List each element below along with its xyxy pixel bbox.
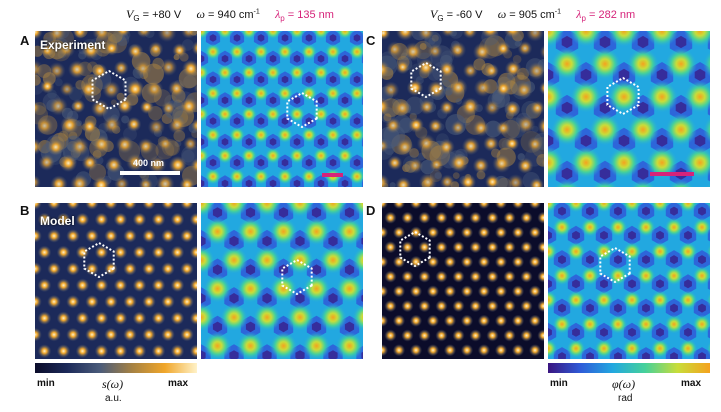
amplitude-colorbar xyxy=(35,363,197,373)
wavelength-bar-c xyxy=(650,172,694,176)
hexagon-marker xyxy=(91,69,127,111)
vg-symbol: V xyxy=(126,7,134,21)
omega-value: = 905 cm xyxy=(506,9,555,21)
lambda-value: = 282 nm xyxy=(585,9,636,21)
omega-exponent: -1 xyxy=(554,8,562,16)
header-left: VG = +80 V ω = 940 cm-1 λp = 135 nm xyxy=(126,7,334,23)
hexagon-marker xyxy=(83,241,115,279)
experiment-label: Experiment xyxy=(40,38,106,52)
omega-value: = 940 cm xyxy=(204,9,254,21)
panel-c-amplitude-map xyxy=(382,31,544,187)
model-label: Model xyxy=(40,214,75,228)
hexagon-marker xyxy=(599,246,631,284)
vg-symbol: V xyxy=(430,7,438,21)
lambda-subscript: p xyxy=(581,14,586,24)
amplitude-colorbar-max: max xyxy=(168,378,189,389)
phase-unit: rad xyxy=(618,393,633,404)
wavelength-bar-a xyxy=(322,173,343,177)
omega-exponent: -1 xyxy=(253,8,260,16)
lambda-subscript: p xyxy=(280,14,285,24)
vg-subscript: G xyxy=(133,14,140,24)
panel-d-phase-map xyxy=(548,203,710,359)
header-right: VG = -60 V ω = 905 cm-1 λp = 282 nm xyxy=(430,7,635,23)
amplitude-colorbar-min: min xyxy=(37,378,55,389)
amplitude-quantity: s(ω) xyxy=(102,377,124,391)
panel-d-amplitude-map xyxy=(382,203,544,359)
panel-label-d: D xyxy=(366,203,376,218)
scale-bar xyxy=(120,171,180,175)
hexagon-marker xyxy=(281,258,313,296)
panel-a-phase-map xyxy=(201,31,363,187)
omega-symbol: ω xyxy=(497,7,507,21)
vg-value: = +80 V xyxy=(139,9,182,21)
hexagon-marker xyxy=(399,230,431,268)
lambda-symbol: λ xyxy=(576,7,582,21)
amplitude-unit: a.u. xyxy=(105,393,122,404)
phase-colorbar xyxy=(548,363,710,373)
omega-symbol: ω xyxy=(196,7,205,21)
panel-a-amplitude-map xyxy=(35,31,197,187)
phase-colorbar-min: min xyxy=(550,378,568,389)
panel-b-phase-map xyxy=(201,203,363,359)
lambda-value: = 135 nm xyxy=(284,9,334,21)
hexagon-marker xyxy=(410,61,442,99)
phase-quantity: φ(ω) xyxy=(612,377,636,391)
hexagon-marker xyxy=(286,91,318,129)
panel-label-a: A xyxy=(20,33,30,48)
vg-subscript: G xyxy=(437,14,444,24)
scale-bar-label: 400 nm xyxy=(133,158,165,168)
panel-label-b: B xyxy=(20,203,30,218)
panel-b-amplitude-map xyxy=(35,203,197,359)
lambda-symbol: λ xyxy=(275,7,281,21)
vg-value: = -60 V xyxy=(443,9,483,21)
panel-c-phase-map xyxy=(548,31,710,187)
panel-label-c: C xyxy=(366,33,376,48)
phase-colorbar-max: max xyxy=(681,378,702,389)
